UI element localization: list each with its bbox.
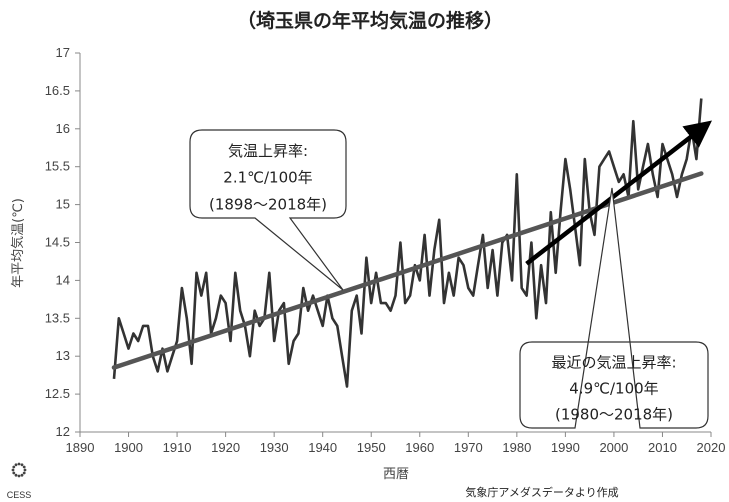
y-tick-label: 16 xyxy=(56,121,70,136)
x-tick-label: 1950 xyxy=(357,440,386,455)
cess-logo: CESS xyxy=(7,462,32,500)
x-tick-label: 2010 xyxy=(648,440,677,455)
x-tick-label: 2000 xyxy=(599,440,628,455)
recent-trend-arrow xyxy=(525,120,712,266)
chart-title: （埼玉県の年平均気温の推移） xyxy=(237,9,503,32)
source-note: 気象庁アメダスデータより作成 xyxy=(465,485,618,499)
callout-long-term-line: 2.1℃/100年 xyxy=(223,169,312,187)
logo-dot-icon xyxy=(12,471,16,475)
callout-long-term-line: 気温上昇率: xyxy=(228,142,308,160)
x-axis-label: 西暦 xyxy=(383,467,409,482)
plot-axes xyxy=(75,52,712,437)
x-tick-label: 1890 xyxy=(66,440,95,455)
callout-recent-line: 4.9℃/100年 xyxy=(569,380,658,398)
logo-dot-icon xyxy=(14,473,18,477)
x-tick-label: 1910 xyxy=(163,440,192,455)
logo-dot-icon xyxy=(22,471,26,475)
cess-logo-text: CESS xyxy=(7,490,32,500)
callout-recent-bubble xyxy=(519,187,709,429)
callout-long-term-bubble xyxy=(189,129,347,291)
cess-logo-mark-icon xyxy=(11,462,27,478)
logo-dot-icon xyxy=(20,473,24,477)
x-tick-label: 1960 xyxy=(405,440,434,455)
y-tick-label: 12.5 xyxy=(45,386,70,401)
callout-recent-line: (1980〜2018年) xyxy=(555,406,673,424)
x-tick-label: 1990 xyxy=(551,440,580,455)
callout-long-term-line: (1898〜2018年) xyxy=(209,195,327,213)
x-tick-label: 1940 xyxy=(308,440,337,455)
tick-labels: 1890 1900 1910 1920 1930 1940 1950 1960 1970 1980… xyxy=(45,45,726,455)
y-tick-label: 12 xyxy=(56,424,70,439)
y-tick-label: 14.5 xyxy=(45,235,70,250)
logo-dot-icon xyxy=(14,463,18,467)
y-tick-label: 15 xyxy=(56,197,70,212)
y-tick-label: 13 xyxy=(56,348,70,363)
logo-dot-icon xyxy=(17,462,21,466)
y-tick-label: 16.5 xyxy=(45,83,70,98)
logo-dot-icon xyxy=(11,468,15,472)
callout-recent-line: 最近の気温上昇率: xyxy=(551,354,676,372)
logo-dot-icon xyxy=(22,465,26,469)
logo-dot-icon xyxy=(17,474,21,478)
y-tick-label: 13.5 xyxy=(45,310,70,325)
logo-dot-icon xyxy=(23,468,27,472)
x-tick-label: 1930 xyxy=(260,440,289,455)
temperature-series-line xyxy=(112,98,703,388)
x-tick-label: 2020 xyxy=(697,440,726,455)
series-layer xyxy=(112,98,703,388)
logo-dot-icon xyxy=(12,465,16,469)
y-tick-label: 15.5 xyxy=(45,159,70,174)
trend-layer xyxy=(111,120,712,370)
x-tick-label: 1920 xyxy=(211,440,240,455)
y-axis-label: 年平均気温(℃) xyxy=(10,198,26,288)
callout-layer: 気温上昇率: 2.1℃/100年 (1898〜2018年) 最近の気温上昇率: 4.9℃… xyxy=(189,129,709,429)
x-tick-label: 1900 xyxy=(114,440,143,455)
x-tick-label: 1980 xyxy=(502,440,531,455)
y-tick-label: 14 xyxy=(56,272,70,287)
y-tick-label: 17 xyxy=(56,45,70,60)
callout-long-term: 気温上昇率: 2.1℃/100年 (1898〜2018年) xyxy=(189,129,347,291)
logo-dot-icon xyxy=(20,463,24,467)
x-tick-label: 1970 xyxy=(454,440,483,455)
callout-recent: 最近の気温上昇率: 4.9℃/100年 (1980〜2018年) xyxy=(519,187,709,429)
